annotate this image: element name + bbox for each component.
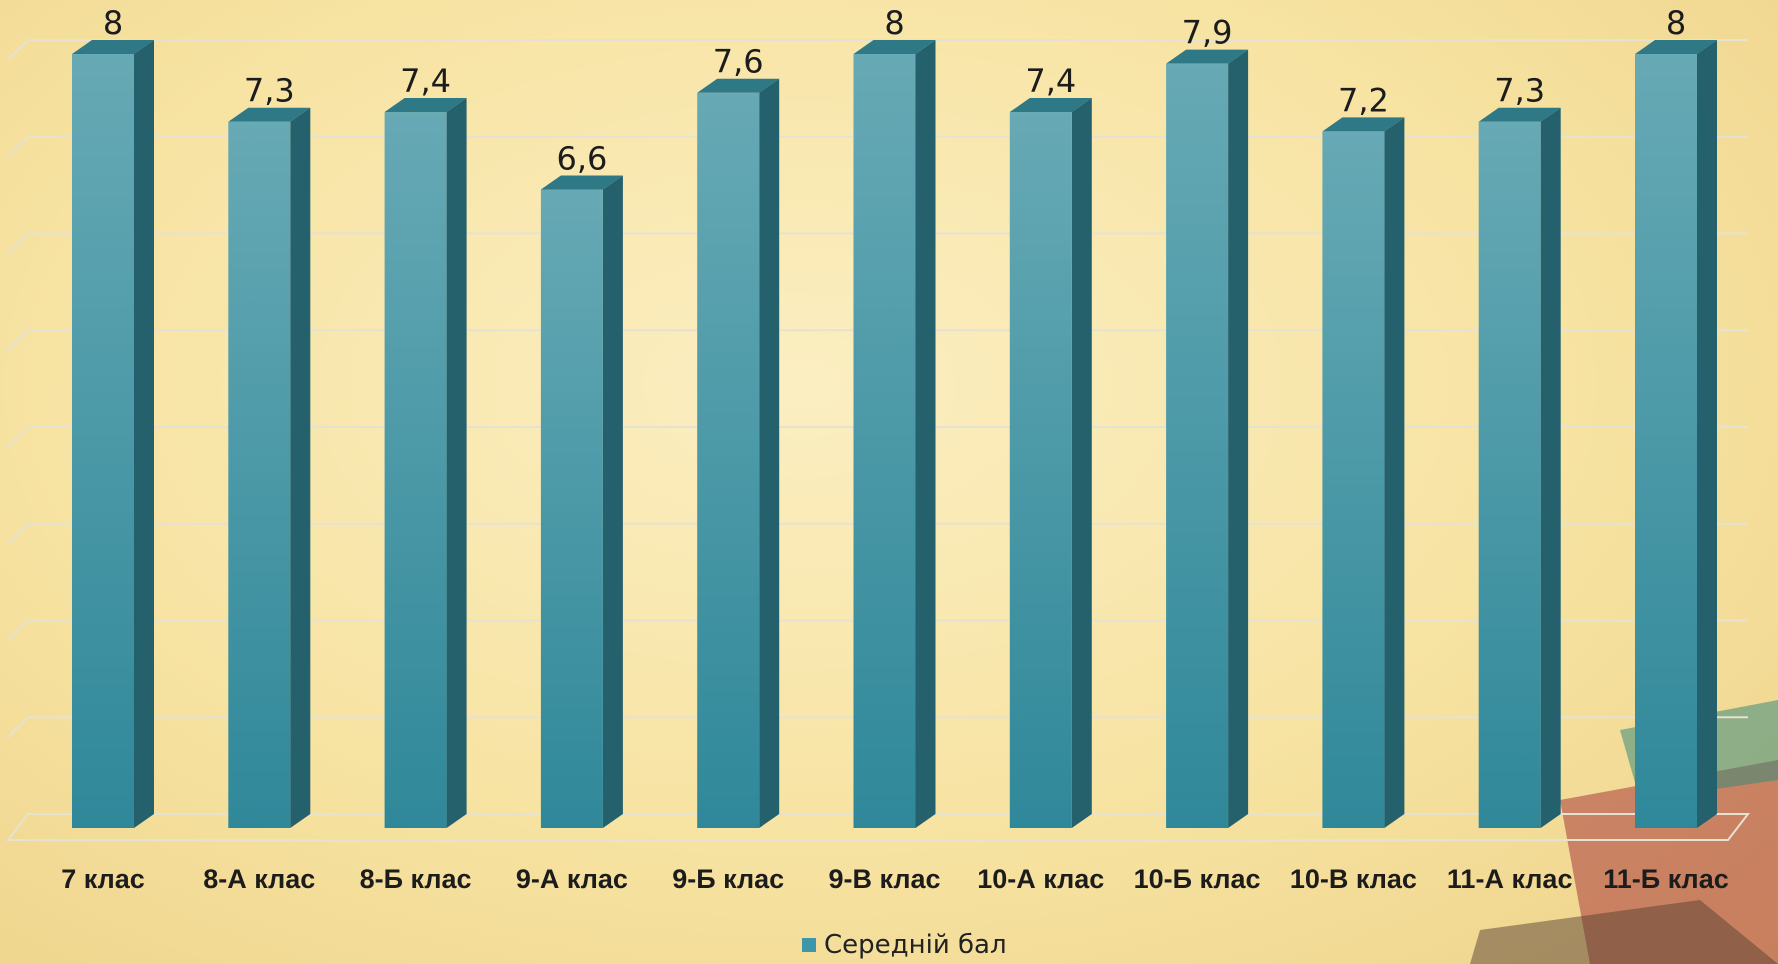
- bar-side: [134, 40, 154, 828]
- x-tick-label: 10-В клас: [1290, 864, 1417, 894]
- value-label: 8: [103, 4, 123, 42]
- value-label: 7,6: [713, 43, 764, 81]
- x-tick-label: 10-Б клас: [1134, 864, 1261, 894]
- bar-front: [228, 121, 291, 829]
- value-label: 8: [1666, 4, 1686, 42]
- bar-9: [1322, 117, 1405, 828]
- legend-swatch: [802, 938, 816, 952]
- bar-side: [1697, 40, 1717, 828]
- value-label: 7,4: [400, 62, 451, 100]
- gridline-stub: [7, 232, 29, 255]
- bar-side: [290, 107, 311, 829]
- x-tick-label: 11-Б клас: [1603, 864, 1728, 894]
- bar-side: [1228, 49, 1249, 829]
- x-tick-label: 7 клас: [61, 864, 145, 894]
- bar-front: [697, 92, 760, 828]
- bar-top: [1635, 40, 1717, 54]
- x-tick-labels: 7 клас 8-А клас 8-Б клас 9-А клас 9-Б клас 9-…: [61, 864, 1729, 894]
- bar-top: [1322, 117, 1405, 132]
- bar-11: [1635, 40, 1717, 828]
- bar-3: [384, 98, 467, 829]
- bar-front: [540, 189, 603, 828]
- bar-side: [602, 175, 623, 828]
- bars: [72, 40, 1717, 829]
- gridline-stub: [7, 716, 29, 738]
- bar-4: [540, 175, 623, 828]
- bar-front: [72, 54, 134, 828]
- bar-top: [697, 78, 780, 93]
- x-tick-label: 8-А клас: [203, 864, 315, 894]
- bar-top: [72, 40, 154, 54]
- gridline-stub: [7, 619, 29, 642]
- bar-10: [1478, 107, 1561, 829]
- floor-plane: [5, 813, 1751, 841]
- bar-side: [915, 40, 936, 828]
- bar-front: [1322, 131, 1385, 828]
- bar-1: [72, 40, 154, 828]
- value-label: 7,4: [1025, 62, 1076, 100]
- bar-front: [1166, 63, 1229, 829]
- bar-2: [228, 107, 311, 829]
- bar-front: [1009, 112, 1072, 829]
- bar-side: [446, 98, 467, 829]
- bar-side: [1071, 98, 1092, 829]
- x-tick-label: 11-А клас: [1447, 864, 1573, 894]
- bar-front: [853, 54, 916, 828]
- bar-side: [1540, 107, 1561, 829]
- value-labels: 8 7,3 7,4 6,6 7,6 8 7,4 7,9 7,2 7,3 8: [103, 4, 1686, 177]
- gridline-stub: [7, 426, 29, 448]
- bar-top: [540, 175, 623, 190]
- bar-top: [1478, 107, 1561, 122]
- gridline-stub: [7, 39, 29, 61]
- bar-front: [384, 112, 447, 829]
- value-label: 7,3: [244, 72, 295, 110]
- bar-6: [853, 40, 936, 828]
- value-label: 8: [884, 4, 904, 42]
- bar-top: [228, 107, 311, 122]
- x-tick-label: 9-Б клас: [672, 864, 784, 894]
- gridline-stub: [7, 523, 29, 545]
- chart-floor: [5, 813, 1751, 841]
- x-tick-label: 9-В клас: [828, 864, 940, 894]
- value-label: 7,9: [1182, 14, 1233, 52]
- x-tick-label: 9-А клас: [516, 864, 628, 894]
- x-tick-label: 10-А клас: [977, 864, 1104, 894]
- bar-side: [759, 78, 780, 828]
- bar-8: [1166, 49, 1249, 829]
- bar-front: [1635, 54, 1697, 828]
- bar-side: [1384, 117, 1405, 828]
- bar-5: [697, 78, 780, 828]
- value-label: 7,2: [1338, 81, 1389, 119]
- x-tick-label: 8-Б клас: [360, 864, 472, 894]
- bar-top: [1009, 98, 1092, 113]
- gridline-stub: [7, 329, 29, 351]
- gridline-stub: [7, 136, 29, 158]
- bar-7: [1009, 98, 1092, 829]
- legend-label: Середній бал: [824, 930, 1007, 960]
- legend: Середній бал: [802, 930, 1007, 960]
- value-label: 6,6: [556, 139, 607, 177]
- value-label: 7,3: [1494, 72, 1545, 110]
- bar-top: [384, 98, 467, 113]
- bar-top: [853, 40, 936, 54]
- bar-top: [1166, 49, 1249, 64]
- bar-front: [1478, 121, 1541, 829]
